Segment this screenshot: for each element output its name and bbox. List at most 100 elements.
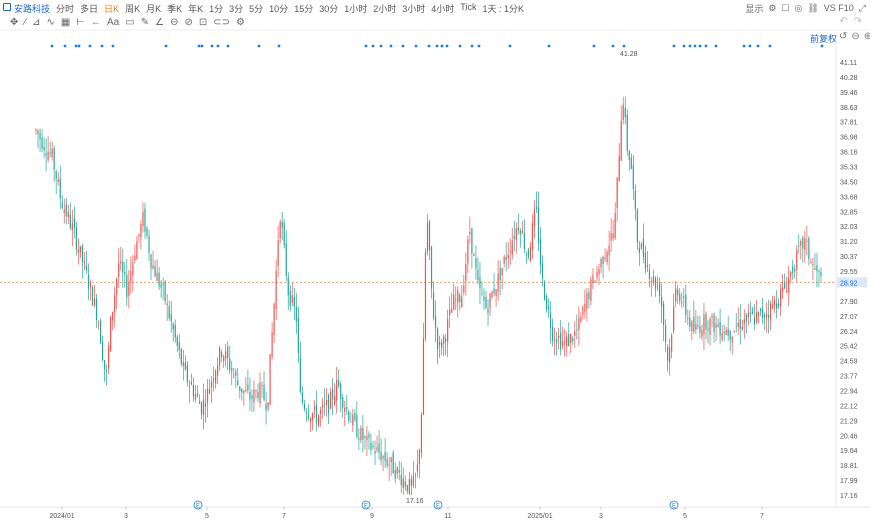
y-tick-label: 34.50 [840,180,858,187]
candle-body [570,333,572,343]
candle-body [703,314,705,335]
fib-tool-icon[interactable]: ▦ [60,17,71,28]
candle-body [509,250,511,252]
period-tab-7[interactable]: 1分 [209,3,224,14]
period-tab-3[interactable]: 周K [125,3,141,14]
fullscreen-icon[interactable]: ⤢ [858,2,866,13]
link-icon[interactable]: ⛓ [807,2,819,13]
period-tab-14[interactable]: 2小时 [373,3,397,14]
zoom-in-icon[interactable]: ⊕ [863,31,870,42]
event-dot [210,44,214,48]
display-menu[interactable]: 显示 [745,3,764,14]
wave-tool-icon[interactable]: ∿ [46,17,55,28]
candle-body [471,228,473,254]
event-dot [693,44,697,48]
candle-body [775,303,778,309]
camera-icon[interactable]: ◎ [794,2,803,13]
candle-body [598,268,600,275]
y-tick-label: 37.81 [840,120,858,127]
period-tab-9[interactable]: 5分 [249,3,264,14]
period-tab-2[interactable]: 日K [104,3,120,14]
candle-body [122,261,124,273]
adjust-mode-button[interactable]: 前复权 [810,34,838,44]
event-dot [74,44,78,48]
candle-body [745,314,747,322]
current-price-label: 28.92 [840,280,858,287]
period-tab-11[interactable]: 15分 [294,3,314,14]
trash-icon[interactable]: ⊡ [198,17,208,28]
candle-body [792,266,794,273]
comment-icon[interactable]: ▭ [125,17,135,28]
measure-tool-icon[interactable]: ⊢ [76,17,86,28]
x-tick-label: 9 [370,513,374,520]
lock-icon[interactable]: ⊘ [184,17,193,28]
event-dot [401,44,405,48]
brush-icon[interactable]: ✎ [140,17,150,28]
candle-body [55,170,57,180]
undo-icon[interactable]: ↶ [839,16,848,27]
eye-icon[interactable]: ⊂⊃ [213,17,230,28]
magnet-icon[interactable]: ⊖ [170,17,179,28]
candle-body [624,108,626,118]
reset-icon[interactable]: ↺ [839,31,848,42]
event-dot [592,44,596,48]
period-tab-12[interactable]: 30分 [319,3,339,14]
settings-icon[interactable]: ⚙ [236,17,245,28]
candle-body [354,412,356,420]
line-tool-icon[interactable]: ⁄ [24,17,27,28]
candle-body [130,271,132,283]
angle-icon[interactable]: ∠ [155,17,165,28]
settings-icon[interactable]: ⚙ [768,2,777,13]
candle-body [521,230,523,234]
candle-body [352,414,354,426]
candle-body [102,342,104,360]
period-tab-1[interactable]: 多日 [80,3,99,14]
candle-body [556,339,558,344]
period-tab-16[interactable]: 4小时 [431,3,455,14]
text-tool-icon[interactable]: Aa [107,17,120,28]
candle-body [769,303,772,321]
candle-body [206,388,209,403]
period-tab-13[interactable]: 1小时 [344,3,368,14]
candle-body [438,341,441,346]
candle-body [558,335,560,338]
x-tick-label: 5 [683,513,687,520]
compare-f10-button[interactable]: VS F10 [823,3,854,13]
candle-body [154,266,156,277]
candle-body [802,237,804,249]
candle-body [342,397,344,408]
checkbox-icon[interactable]: ☐ [781,2,790,13]
current-price-box [837,277,867,288]
candle-body [53,148,55,170]
stock-name[interactable]: 安路科技 [0,2,53,15]
candle-body [398,469,400,473]
event-dot [197,44,201,48]
candle-body [539,238,542,266]
candle-body [610,233,612,241]
channel-tool-icon[interactable]: ⊿ [32,17,41,28]
redo-icon[interactable]: ↷ [853,16,862,27]
period-tab-10[interactable]: 10分 [269,3,289,14]
candle-body [239,386,241,392]
period-tab-6[interactable]: 年K [188,3,204,14]
candle-body [705,313,707,330]
period-tab-18[interactable]: 1天 : 1分K [482,3,524,14]
zoom-out-icon[interactable]: ⊖ [851,31,860,42]
candle-body [455,299,457,300]
period-tab-8[interactable]: 3分 [229,3,244,14]
arrow-tool-icon[interactable]: ← [91,17,102,28]
candle-body [313,406,316,410]
candle-body [430,246,433,289]
period-tab-5[interactable]: 季K [167,3,183,14]
period-tab-15[interactable]: 3小时 [402,3,426,14]
period-tab-4[interactable]: 月K [146,3,162,14]
period-tab-17[interactable]: Tick [460,1,477,12]
candle-body [618,155,620,181]
candle-body [816,265,818,272]
candle-body [158,272,160,287]
period-tab-0[interactable]: 分时 [56,3,75,14]
candle-body [57,179,59,182]
candle-body [104,360,106,370]
crosshair-icon[interactable]: ✥ [10,17,19,28]
